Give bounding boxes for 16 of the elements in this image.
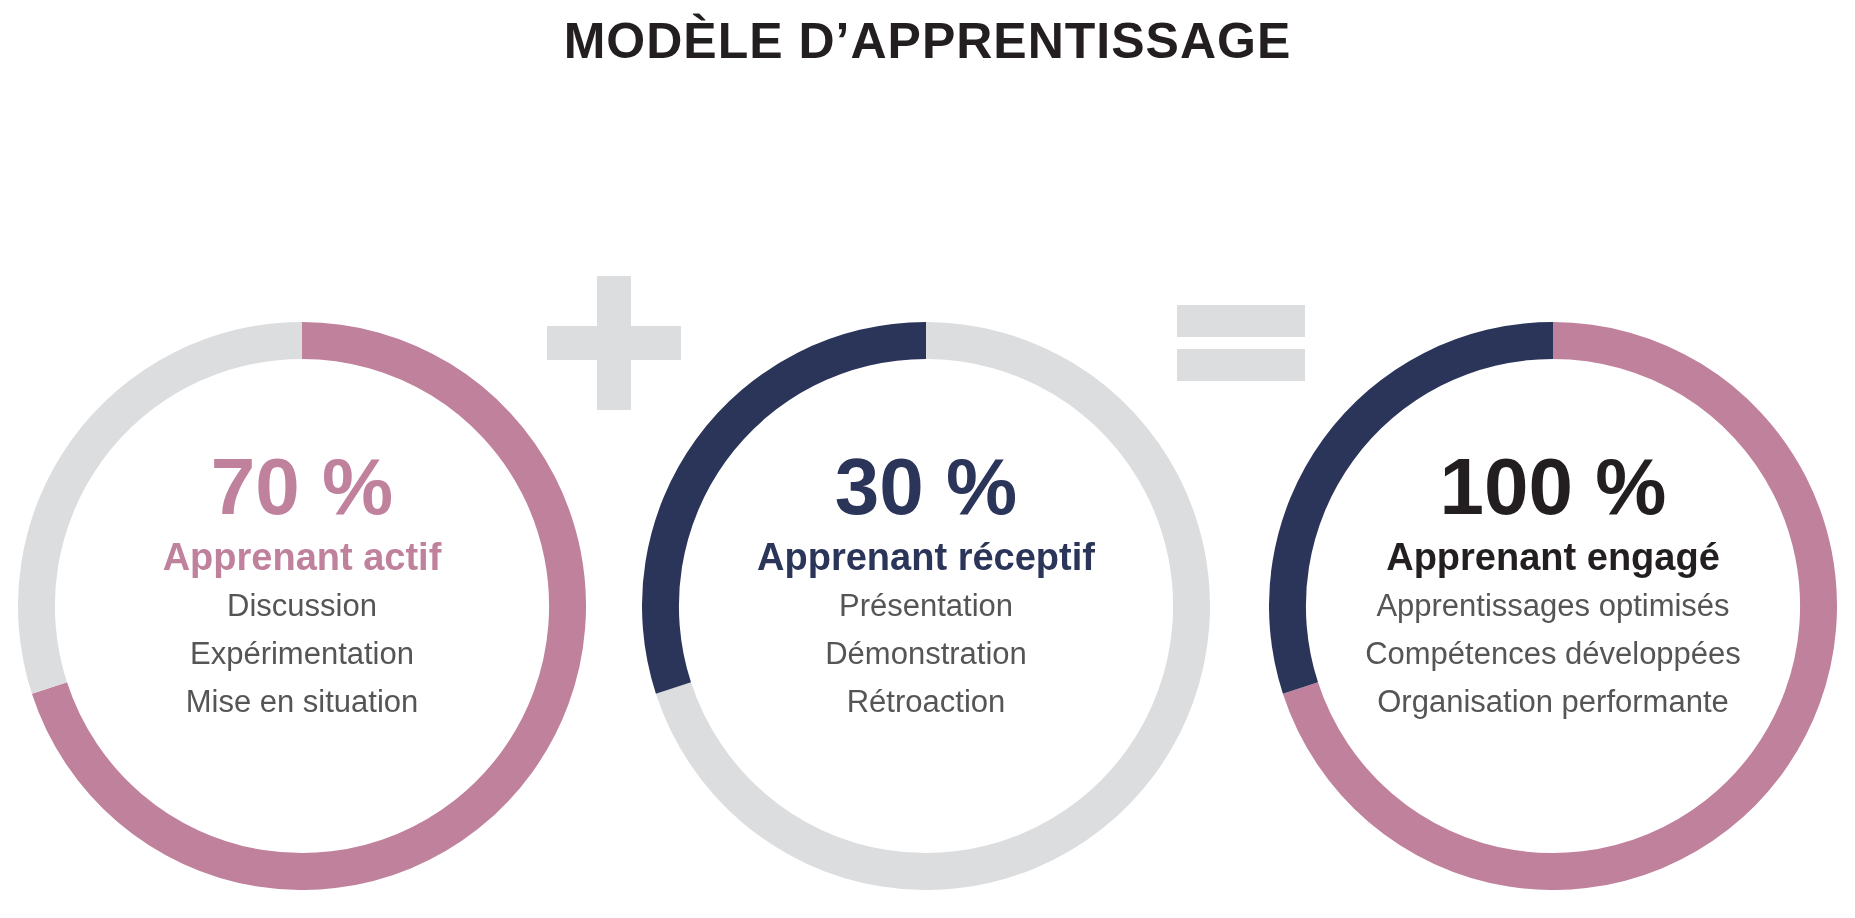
text: Discussion <box>226 587 378 625</box>
text: 30 % <box>833 442 1019 532</box>
text: Apprenant engagé <box>1385 535 1721 580</box>
text: Apprentissages optimisés <box>1375 587 1731 625</box>
text: Expérimentation <box>189 635 415 673</box>
text: 100 % <box>1438 442 1668 532</box>
text: Apprenant actif <box>161 535 443 580</box>
text: Démonstration <box>824 635 1028 673</box>
text: Organisation performante <box>1376 683 1730 721</box>
text: Apprenant réceptif <box>756 535 1096 580</box>
text: Rétroaction <box>845 683 1007 721</box>
text: Présentation <box>837 587 1015 625</box>
text: 70 % <box>209 442 395 532</box>
text: Mise en situation <box>184 683 420 721</box>
text: MODÈLE D’APPRENTISSAGE <box>562 12 1293 70</box>
text: Compétences développées <box>1364 635 1742 673</box>
